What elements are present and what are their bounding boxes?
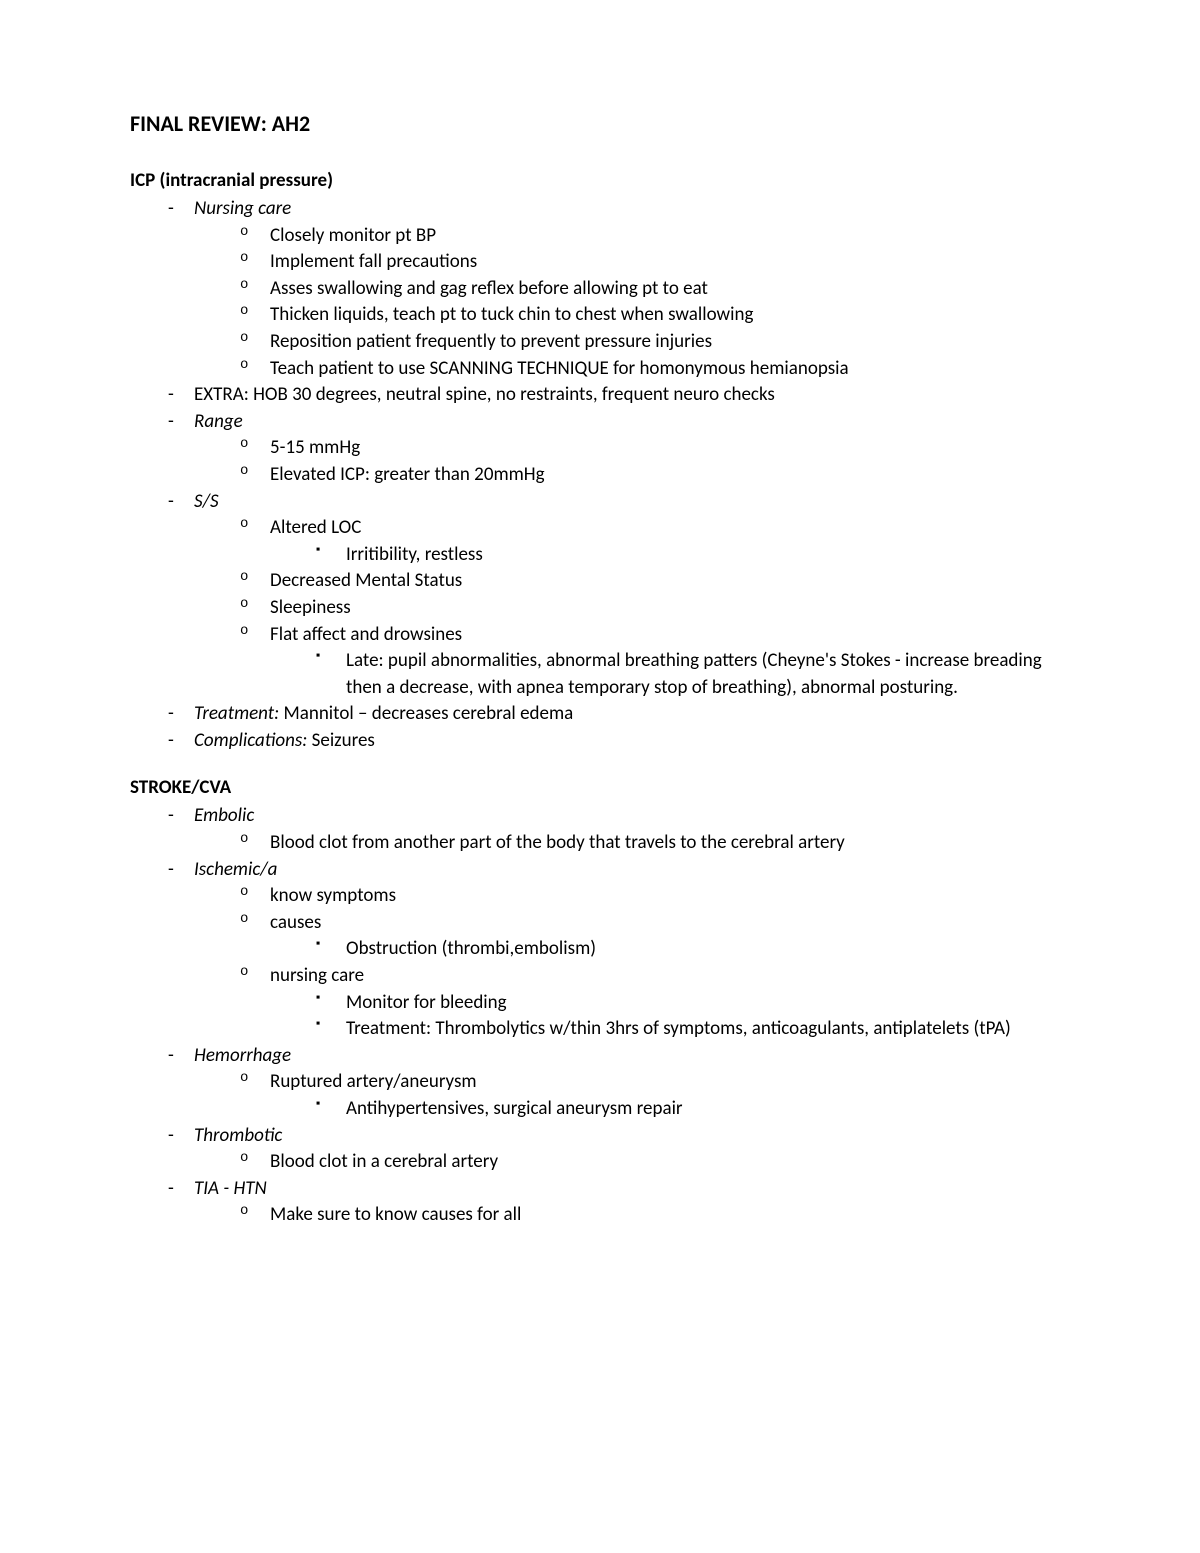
list-item: Blood clot in a cerebral artery — [240, 1149, 1070, 1176]
list-item-text: Late: pupil abnormalities, abnormal brea… — [346, 649, 1042, 699]
list-item-text: Ruptured artery/aneurysm — [270, 1070, 477, 1093]
list-item-text: Decreased Mental Status — [270, 569, 462, 592]
list-item: TIA - HTN — [168, 1176, 1070, 1203]
list-item-text: Thrombotic — [194, 1124, 282, 1147]
list-item: know symptoms — [240, 883, 1070, 910]
list-item: Ruptured artery/aneurysm — [240, 1069, 1070, 1096]
list-item: Reposition patient frequently to prevent… — [240, 329, 1070, 356]
list-item-text: Blood clot from another part of the body… — [270, 831, 845, 854]
list-item: Complications: Seizures — [168, 728, 1070, 755]
list-item: Altered LOC — [240, 515, 1070, 542]
list-item-text: Seizures — [307, 729, 375, 752]
list-item: Range — [168, 409, 1070, 436]
list-item: Ischemic/a — [168, 857, 1070, 884]
list-item: Implement fall precautions — [240, 249, 1070, 276]
list-item: Obstruction (thrombi,embolism) — [316, 936, 1070, 963]
list-item: Blood clot from another part of the body… — [240, 830, 1070, 857]
list-item: Treatment: Mannitol – decreases cerebral… — [168, 701, 1070, 728]
list-item-text: Embolic — [194, 804, 254, 827]
list-item: Nursing care — [168, 196, 1070, 223]
list-item: Flat affect and drowsines — [240, 622, 1070, 649]
list-item-text: Closely monitor pt BP — [270, 224, 436, 247]
list-item-text: S/S — [194, 490, 219, 513]
list-item-text: Elevated ICP: greater than 20mmHg — [270, 463, 545, 486]
document-content: ICP (intracranial pressure) Nursing care C… — [130, 169, 1070, 1229]
page-title: FINAL REVIEW: AH2 — [130, 110, 1070, 137]
list-item-text: Range — [194, 410, 243, 433]
list-item-text: Monitor for bleeding — [346, 991, 507, 1014]
list-item-text: Teach patient to use SCANNING TECHNIQUE … — [270, 357, 849, 380]
list-item-text: Make sure to know causes for all — [270, 1203, 521, 1226]
list-item-text: EXTRA: HOB 30 degrees, neutral spine, no… — [194, 383, 775, 406]
list-item-text: Mannitol – decreases cerebral edema — [279, 702, 573, 725]
list-item: Decreased Mental Status — [240, 568, 1070, 595]
list-item-prefix: Treatment: — [194, 702, 279, 725]
list-item: Hemorrhage — [168, 1043, 1070, 1070]
list-item: 5-15 mmHg — [240, 435, 1070, 462]
list-item: Make sure to know causes for all — [240, 1202, 1070, 1229]
list-item-text: Altered LOC — [270, 516, 361, 539]
list-item: Sleepiness — [240, 595, 1070, 622]
list-item: Teach patient to use SCANNING TECHNIQUE … — [240, 356, 1070, 383]
list-item: Irritibility, restless — [316, 542, 1070, 569]
list-item-text: TIA - HTN — [194, 1177, 267, 1200]
list-item-text: Reposition patient frequently to prevent… — [270, 330, 712, 353]
list-item: Thrombotic — [168, 1123, 1070, 1150]
list-item-text: Flat affect and drowsines — [270, 623, 462, 646]
list-item-text: Treatment: Thrombolytics w/thin 3hrs of … — [346, 1017, 1011, 1040]
list-item-text: Sleepiness — [270, 596, 351, 619]
list-item-text: know symptoms — [270, 884, 396, 907]
document-page: FINAL REVIEW: AH2 ICP (intracranial pres… — [0, 0, 1200, 1553]
list-item: Antihypertensives, surgical aneurysm rep… — [316, 1096, 1070, 1123]
list-item-prefix: Complications: — [194, 729, 307, 752]
list-item-text: causes — [270, 911, 321, 934]
list-item-text: Asses swallowing and gag reflex before a… — [270, 277, 708, 300]
list-item: Embolic — [168, 803, 1070, 830]
list-item: nursing care — [240, 963, 1070, 990]
list-item-text: Irritibility, restless — [346, 543, 483, 566]
list-item-text: nursing care — [270, 964, 364, 987]
list-item: Monitor for bleeding — [316, 990, 1070, 1017]
list-item: Elevated ICP: greater than 20mmHg — [240, 462, 1070, 489]
list-item-text: 5-15 mmHg — [270, 436, 360, 459]
list-item-text: Blood clot in a cerebral artery — [270, 1150, 498, 1173]
section-header: ICP (intracranial pressure) — [130, 169, 1070, 192]
list-item-text: Hemorrhage — [194, 1044, 291, 1067]
list-item-text: Obstruction (thrombi,embolism) — [346, 937, 596, 960]
list-item-text: Ischemic/a — [194, 858, 277, 881]
list-item-text: Thicken liquids, teach pt to tuck chin t… — [270, 303, 753, 326]
list-item: Thicken liquids, teach pt to tuck chin t… — [240, 302, 1070, 329]
list-item: S/S — [168, 489, 1070, 516]
list-item-text: Antihypertensives, surgical aneurysm rep… — [346, 1097, 683, 1120]
list-item-text: Implement fall precautions — [270, 250, 477, 273]
list-item-text: Nursing care — [194, 197, 291, 220]
list-item: Closely monitor pt BP — [240, 223, 1070, 250]
list-item: causes — [240, 910, 1070, 937]
list-item: Treatment: Thrombolytics w/thin 3hrs of … — [316, 1016, 1070, 1043]
list-item: Asses swallowing and gag reflex before a… — [240, 276, 1070, 303]
section-header: STROKE/CVA — [130, 776, 1070, 799]
list-item: Late: pupil abnormalities, abnormal brea… — [316, 648, 1070, 701]
list-item: EXTRA: HOB 30 degrees, neutral spine, no… — [168, 382, 1070, 409]
